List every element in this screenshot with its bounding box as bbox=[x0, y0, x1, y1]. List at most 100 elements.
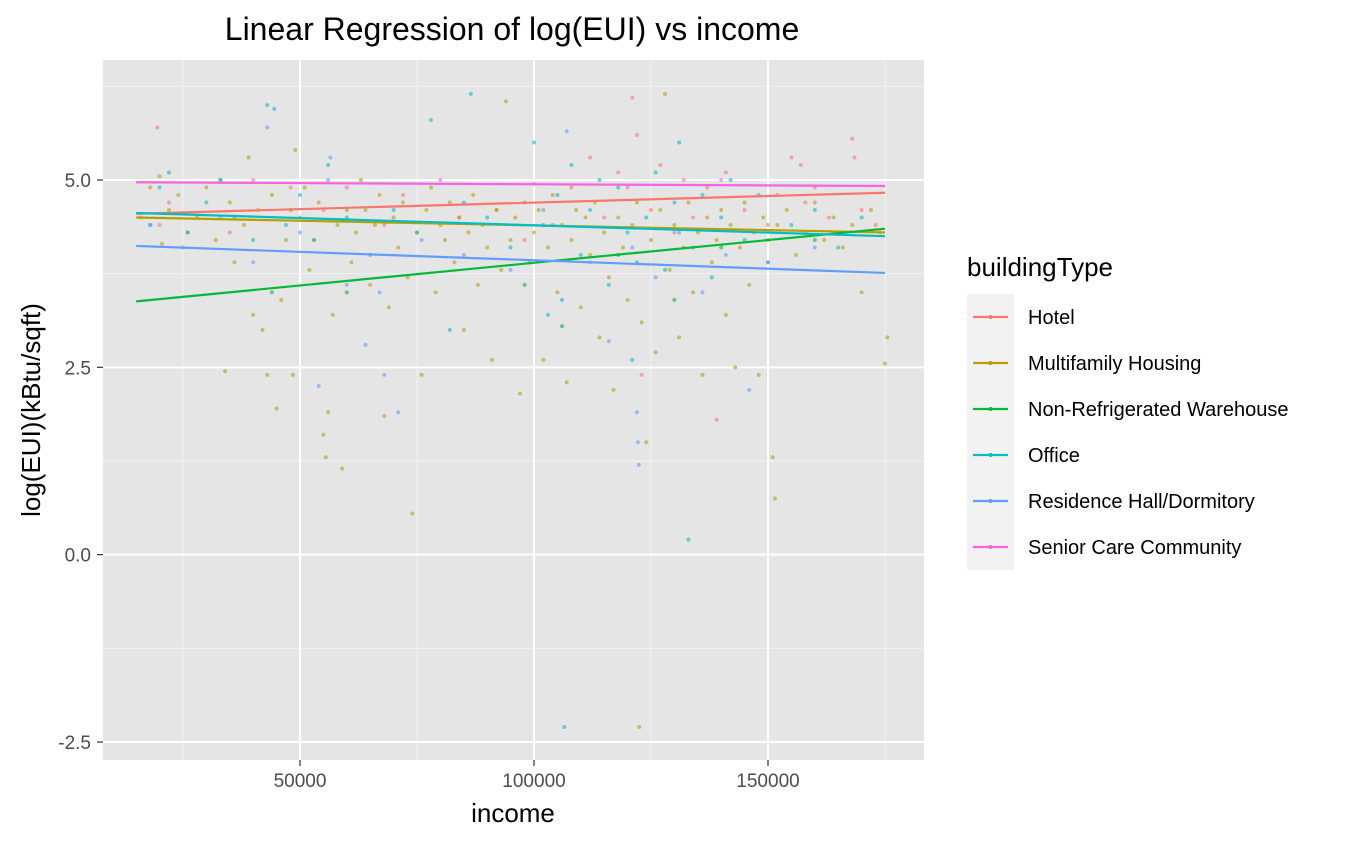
data-point bbox=[251, 260, 256, 265]
data-point bbox=[447, 200, 452, 205]
data-point bbox=[241, 222, 246, 227]
legend-key-point bbox=[988, 407, 993, 411]
data-point bbox=[756, 372, 761, 377]
data-point bbox=[344, 282, 349, 287]
data-point bbox=[794, 252, 799, 257]
data-point bbox=[789, 222, 794, 227]
data-point bbox=[166, 170, 171, 175]
data-point bbox=[639, 320, 644, 325]
data-point bbox=[391, 215, 396, 220]
data-point bbox=[852, 155, 857, 160]
data-point bbox=[176, 192, 181, 197]
data-point bbox=[714, 237, 719, 242]
data-point bbox=[616, 185, 621, 190]
data-point bbox=[508, 267, 513, 272]
data-point bbox=[719, 207, 724, 212]
data-point bbox=[272, 106, 277, 111]
data-point bbox=[883, 361, 887, 366]
legend-key-point bbox=[988, 361, 993, 365]
data-point bbox=[606, 275, 611, 280]
data-point bbox=[396, 410, 401, 415]
data-point bbox=[522, 282, 527, 287]
data-point bbox=[410, 511, 415, 516]
data-point bbox=[326, 163, 331, 168]
data-point bbox=[663, 91, 668, 96]
data-point bbox=[873, 222, 878, 227]
data-point bbox=[555, 192, 560, 197]
data-point bbox=[747, 387, 752, 392]
data-point bbox=[789, 155, 794, 160]
data-point bbox=[377, 290, 382, 295]
data-point bbox=[826, 215, 831, 220]
data-point bbox=[419, 237, 424, 242]
data-point bbox=[396, 245, 401, 250]
data-point bbox=[639, 372, 644, 377]
data-point bbox=[634, 133, 639, 138]
data-point bbox=[672, 200, 677, 205]
data-point bbox=[723, 170, 728, 175]
data-point bbox=[812, 200, 817, 205]
data-point bbox=[298, 230, 302, 235]
legend-items: Hotel Multifamily Housing Non-Refrigerated… bbox=[973, 307, 1289, 559]
data-point bbox=[344, 185, 349, 190]
data-point bbox=[269, 290, 274, 295]
data-point bbox=[634, 200, 639, 205]
data-point bbox=[742, 200, 747, 205]
data-point bbox=[616, 170, 621, 175]
data-point bbox=[326, 178, 331, 182]
data-point bbox=[363, 207, 368, 212]
legend-key-point bbox=[988, 499, 993, 503]
data-point bbox=[635, 440, 640, 445]
data-point bbox=[283, 237, 288, 242]
data-point bbox=[298, 192, 302, 197]
data-point bbox=[354, 230, 359, 235]
data-point bbox=[546, 312, 551, 317]
data-point bbox=[630, 245, 635, 250]
data-point bbox=[578, 305, 583, 310]
data-point bbox=[663, 267, 668, 272]
data-point bbox=[251, 237, 256, 242]
data-point bbox=[204, 200, 209, 205]
data-point bbox=[265, 125, 270, 130]
data-point bbox=[719, 178, 724, 182]
data-point bbox=[185, 230, 190, 235]
data-point bbox=[885, 335, 890, 340]
regression-line bbox=[136, 191, 886, 215]
y-tick-label: 2.5 bbox=[65, 358, 91, 379]
data-point bbox=[672, 297, 677, 302]
data-point bbox=[742, 237, 747, 242]
legend-title: buildingType bbox=[967, 252, 1113, 282]
data-point bbox=[433, 290, 438, 295]
regression-lines bbox=[136, 181, 886, 303]
data-point bbox=[316, 384, 321, 389]
data-point bbox=[349, 260, 354, 265]
data-point bbox=[148, 185, 153, 190]
data-point bbox=[705, 185, 710, 190]
legend-label: Hotel bbox=[1028, 307, 1075, 329]
legend: buildingType Hotel Multifamily Housing Non… bbox=[967, 252, 1289, 570]
data-point bbox=[204, 185, 209, 190]
data-point bbox=[653, 170, 658, 175]
data-point bbox=[377, 192, 382, 197]
data-point bbox=[691, 215, 696, 220]
data-point bbox=[630, 222, 635, 227]
data-point bbox=[859, 290, 864, 295]
plot-panel bbox=[103, 60, 924, 760]
regression-line bbox=[136, 181, 886, 188]
data-point bbox=[293, 148, 298, 153]
data-point bbox=[822, 237, 827, 242]
data-point bbox=[597, 335, 602, 340]
data-point bbox=[457, 215, 462, 220]
data-point bbox=[658, 163, 663, 168]
data-point bbox=[770, 455, 775, 460]
data-point bbox=[569, 163, 574, 168]
scatter-points bbox=[138, 91, 890, 730]
data-point bbox=[157, 222, 162, 227]
data-point bbox=[709, 275, 714, 280]
data-point bbox=[475, 282, 480, 287]
data-point bbox=[447, 327, 452, 332]
data-point bbox=[405, 275, 410, 280]
data-point bbox=[302, 185, 307, 190]
y-tick-label: 5.0 bbox=[65, 171, 91, 192]
